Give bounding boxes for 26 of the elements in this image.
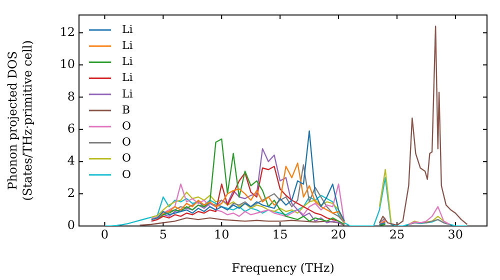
y-tick-label: 12 <box>60 24 75 39</box>
x-tick-label: 15 <box>272 227 288 242</box>
legend-label: Li <box>122 55 134 68</box>
legend-label: O <box>122 168 132 181</box>
x-tick-label: 0 <box>100 227 109 242</box>
x-tick-label: 20 <box>330 227 346 242</box>
y-tick-label: 6 <box>67 121 75 136</box>
y-axis-title: Phonon projected DOS (States/THz·primitive cell) <box>6 40 35 201</box>
x-tick-label: 10 <box>214 227 230 242</box>
legend-label: Li <box>122 22 134 36</box>
legend-label: O <box>122 152 132 165</box>
x-tick-label: 30 <box>448 227 464 242</box>
y-tick-label: 2 <box>67 186 75 200</box>
x-tick-label: 25 <box>389 227 405 242</box>
x-tick-label: 5 <box>159 227 167 242</box>
y-tick-label: 4 <box>67 154 76 168</box>
y-tick-label: 8 <box>67 89 75 104</box>
legend-label: Li <box>122 71 134 84</box>
legend-label: Li <box>122 87 134 100</box>
legend-label: O <box>122 119 132 132</box>
x-axis-title: Frequency (THz) <box>232 260 334 275</box>
legend-label: B <box>122 103 130 116</box>
y-tick-label: 10 <box>60 57 75 72</box>
y-tick-label: 0 <box>67 218 75 232</box>
legend-label: Li <box>122 38 134 52</box>
legend-label: O <box>122 136 132 149</box>
